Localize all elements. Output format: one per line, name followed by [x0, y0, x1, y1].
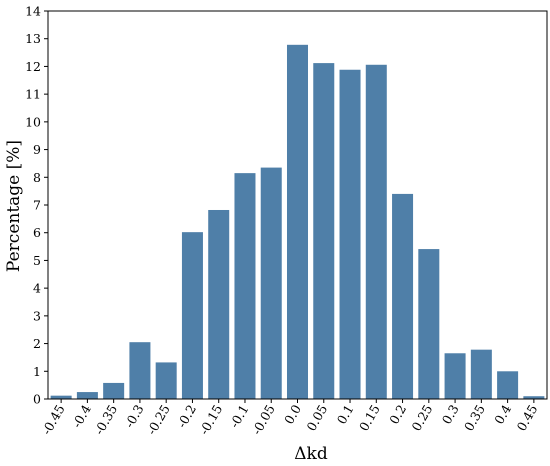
x-tick-label: 0.35 — [461, 402, 488, 434]
x-tick-label: 0.05 — [303, 402, 330, 434]
x-tick-label: 0.3 — [439, 402, 462, 427]
y-tick-label: 5 — [33, 253, 41, 268]
x-tick-label: 0.25 — [409, 402, 436, 434]
x-tick-label: -0.05 — [249, 402, 278, 437]
bar-0.1 — [339, 69, 361, 399]
bar-0.4 — [497, 371, 519, 399]
bar--0.3 — [129, 342, 151, 399]
bar-0.0 — [286, 44, 308, 400]
y-tick-label: 11 — [25, 87, 41, 102]
bar-0.05 — [313, 63, 335, 399]
x-tick-label: 0.45 — [514, 402, 541, 434]
y-tick-label: 1 — [33, 364, 41, 379]
bar-0.35 — [470, 349, 492, 399]
y-tick-label: 7 — [33, 198, 41, 213]
bar--0.25 — [155, 362, 177, 399]
x-tick-label: 0.4 — [491, 402, 514, 427]
x-tick-label: -0.1 — [227, 402, 252, 430]
x-tick-label: -0.15 — [196, 402, 225, 437]
x-axis-title: Δkd — [294, 444, 328, 464]
x-tick-label: -0.35 — [91, 402, 120, 437]
x-tick-label: 0.2 — [386, 402, 409, 427]
y-tick-label: 6 — [33, 225, 41, 240]
x-tick-label: 0.1 — [334, 402, 357, 427]
bar-0.25 — [418, 249, 440, 399]
bar-0.3 — [444, 353, 466, 399]
bar--0.4 — [76, 392, 98, 399]
x-tick-label: 0.15 — [356, 402, 383, 434]
bar-0.2 — [392, 193, 414, 399]
y-tick-label: 12 — [25, 59, 41, 74]
bar--0.05 — [260, 167, 282, 399]
y-tick-label: 8 — [33, 170, 41, 185]
x-tick-label: -0.4 — [69, 402, 94, 430]
y-tick-label: 2 — [33, 336, 41, 351]
bar--0.15 — [208, 209, 230, 399]
y-tick-label: 13 — [25, 31, 41, 46]
x-tick-label: -0.2 — [174, 402, 199, 430]
bar-0.15 — [365, 64, 387, 400]
x-tick-label: -0.45 — [39, 402, 68, 437]
bar--0.45 — [50, 395, 72, 399]
x-tick-label: 0.0 — [281, 402, 304, 427]
bar-0.45 — [523, 396, 545, 399]
bar--0.1 — [234, 173, 256, 399]
y-tick-label: 3 — [33, 308, 41, 323]
y-axis-title: Percentage [%] — [4, 140, 24, 272]
y-tick-label: 10 — [25, 114, 41, 129]
bars-group — [50, 44, 545, 400]
y-tick-label: 14 — [25, 4, 41, 19]
y-tick-label: 0 — [33, 392, 41, 407]
x-tick-label: -0.3 — [121, 402, 146, 430]
x-tick-label: -0.25 — [144, 402, 173, 437]
y-tick-label: 4 — [33, 281, 41, 296]
bar--0.35 — [103, 382, 125, 399]
y-tick-label: 9 — [33, 142, 41, 157]
bar--0.2 — [181, 232, 203, 399]
x-ticks-group: -0.45 -0.4-0.35 -0.3-0.25 -0.2-0.15 -0.1-0.0… — [39, 399, 541, 437]
